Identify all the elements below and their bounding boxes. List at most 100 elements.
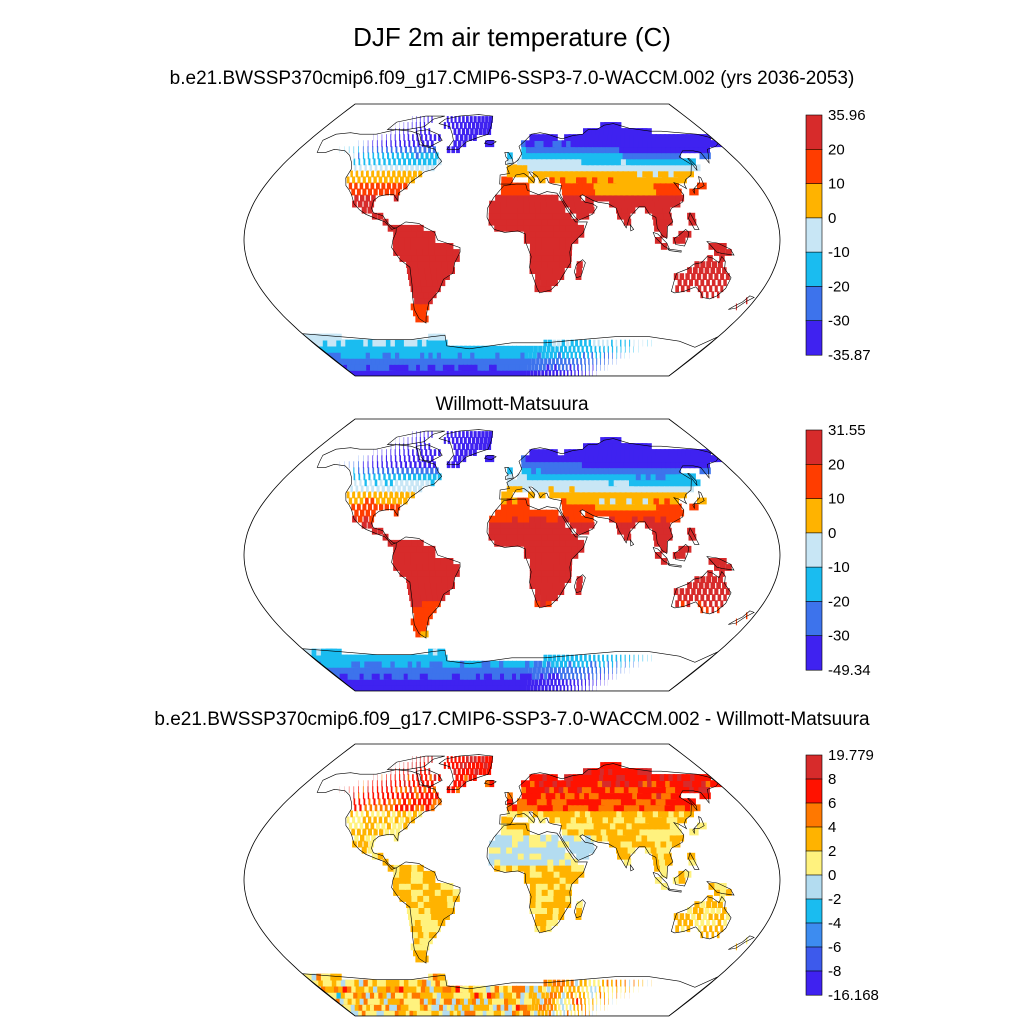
grid-cell — [570, 654, 574, 662]
grid-cell — [562, 509, 570, 517]
grid-cell — [569, 170, 577, 178]
grid-cell — [374, 164, 378, 172]
grid-cell — [562, 666, 565, 674]
grid-cell — [624, 816, 633, 824]
grid-cell — [579, 780, 588, 788]
grid-cell — [560, 672, 563, 680]
grid-cell — [417, 798, 422, 806]
grid-cell — [649, 515, 658, 523]
grid-cell — [477, 756, 481, 763]
grid-cell — [601, 158, 610, 166]
grid-cell — [446, 345, 455, 353]
grid-cell — [427, 798, 432, 806]
grid-cell — [523, 678, 528, 686]
grid-cell — [536, 798, 544, 806]
grid-cell — [581, 206, 589, 214]
grid-cell — [426, 455, 429, 463]
grid-cell — [553, 786, 561, 794]
grid-cell — [559, 570, 566, 577]
grid-cell — [666, 515, 675, 523]
grid-cell — [608, 997, 609, 1005]
grid-cell — [553, 545, 561, 553]
grid-cell — [414, 461, 417, 469]
grid-cell — [512, 194, 519, 202]
grid-cell — [535, 895, 543, 902]
grid-cell — [552, 919, 558, 927]
grid-cell — [384, 491, 388, 499]
grid-cell — [572, 146, 581, 154]
grid-cell — [658, 170, 668, 178]
grid-cell — [565, 230, 573, 238]
grid-cell — [567, 828, 575, 836]
grid-cell — [504, 678, 510, 686]
grid-cell — [399, 455, 401, 463]
grid-cell — [416, 303, 425, 311]
grid-cell — [393, 539, 400, 547]
grid-cell — [372, 455, 374, 463]
grid-cell — [549, 491, 557, 499]
grid-cell — [548, 780, 555, 788]
grid-cell — [420, 134, 423, 141]
grid-cell — [581, 134, 590, 141]
grid-cell — [534, 840, 542, 848]
grid-cell — [485, 985, 492, 993]
grid-cell — [407, 134, 410, 141]
grid-cell — [373, 503, 378, 511]
grid-cell — [582, 212, 590, 220]
grid-cell — [346, 491, 350, 499]
grid-cell — [684, 810, 694, 818]
grid-cell — [641, 128, 652, 135]
grid-cell — [720, 558, 727, 565]
grid-cell — [483, 672, 490, 680]
grid-cell — [570, 370, 573, 376]
grid-cell — [547, 527, 554, 535]
grid-cell — [563, 786, 571, 794]
grid-cell — [700, 594, 705, 602]
grid-cell — [618, 816, 627, 824]
grid-cell — [386, 146, 388, 154]
grid-cell — [629, 985, 630, 993]
grid-cell — [381, 455, 383, 463]
grid-cell — [535, 576, 542, 583]
grid-cell — [405, 564, 413, 571]
grid-cell — [629, 479, 638, 487]
grid-cell — [698, 146, 710, 154]
grid-cell — [466, 756, 469, 763]
grid-cell — [562, 834, 570, 842]
grid-cell — [410, 883, 418, 890]
grid-cell — [451, 762, 455, 769]
grid-cell — [540, 925, 547, 933]
grid-cell — [607, 985, 609, 993]
grid-cell — [390, 774, 392, 781]
grid-cell — [416, 431, 417, 438]
grid-cell — [500, 840, 507, 848]
grid-cell — [663, 170, 673, 178]
grid-cell — [607, 345, 609, 353]
grid-cell — [646, 467, 657, 475]
grid-cell — [477, 985, 484, 993]
colorbar-swatch — [805, 532, 823, 568]
grid-cell — [537, 164, 544, 172]
grid-cell — [578, 188, 586, 196]
grid-cell — [416, 237, 424, 244]
grid-cell — [664, 509, 673, 517]
grid-cell — [410, 303, 419, 311]
grid-cell — [641, 509, 650, 517]
grid-cell — [466, 991, 473, 999]
grid-cell — [547, 539, 555, 547]
grid-cell — [566, 455, 574, 463]
grid-cell — [431, 431, 433, 438]
grid-cell — [508, 363, 513, 371]
grid-cell — [554, 1003, 557, 1011]
grid-cell — [620, 200, 629, 208]
grid-cell — [504, 685, 510, 691]
grid-cell — [649, 840, 658, 848]
grid-cell — [449, 991, 457, 999]
grid-cell — [500, 828, 508, 836]
grid-cell — [587, 521, 595, 529]
grid-cell — [555, 660, 559, 668]
grid-cell — [574, 685, 576, 691]
grid-cell — [669, 804, 680, 812]
grid-cell — [577, 864, 585, 872]
